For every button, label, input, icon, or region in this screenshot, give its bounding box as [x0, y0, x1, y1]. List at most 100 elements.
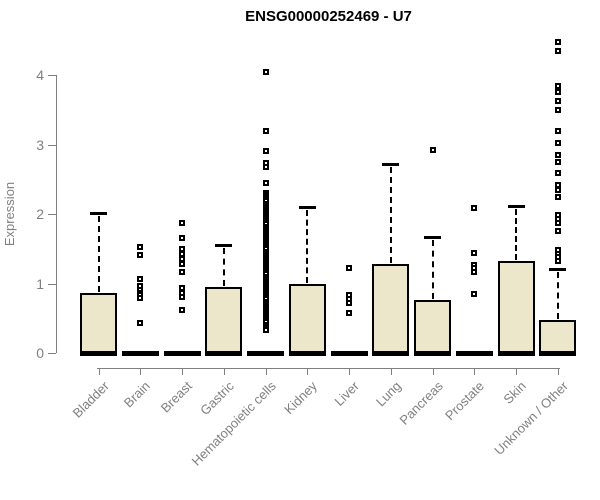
median-line	[539, 351, 577, 356]
outlier-point	[554, 38, 561, 45]
outlier-point	[554, 89, 561, 96]
y-tick-label: 3	[36, 136, 44, 153]
outlier-point	[346, 264, 353, 271]
outlier-point	[471, 268, 478, 275]
outlier-point	[554, 186, 561, 193]
median-line	[163, 351, 201, 356]
median-line	[288, 351, 326, 356]
outlier-point	[137, 243, 144, 250]
outlier-point	[554, 106, 561, 113]
outlier-point	[471, 205, 478, 212]
median-line	[330, 351, 368, 356]
y-tick-label: 4	[36, 67, 44, 83]
whisker	[515, 208, 518, 261]
median-line	[121, 351, 159, 356]
median-line	[80, 351, 117, 356]
x-tick	[474, 368, 476, 375]
box	[372, 264, 410, 355]
median-line	[497, 351, 535, 356]
x-tick	[140, 368, 142, 375]
outlier-point	[346, 299, 353, 306]
outlier-point	[179, 220, 186, 227]
x-tick	[265, 368, 267, 375]
box	[414, 300, 452, 355]
box	[205, 286, 243, 355]
y-tick	[48, 283, 56, 285]
x-tick	[223, 368, 225, 375]
median-line	[414, 351, 452, 356]
whisker-cap	[424, 235, 442, 239]
outlier-point	[346, 310, 353, 317]
outlier-point	[554, 48, 561, 55]
outlier-point	[137, 276, 144, 283]
outlier-point	[554, 220, 561, 227]
x-tick	[98, 368, 100, 375]
outlier-point	[137, 320, 144, 327]
median-line	[372, 351, 410, 356]
outlier-point	[554, 228, 561, 235]
outlier-point	[179, 268, 186, 275]
whisker	[222, 248, 225, 286]
outlier-point	[262, 180, 269, 187]
x-tick	[390, 368, 392, 375]
y-tick-label: 0	[36, 345, 44, 361]
outlier-point	[262, 147, 269, 154]
outlier-point	[471, 249, 478, 256]
median-line	[455, 351, 493, 356]
whisker-cap	[549, 267, 567, 271]
whisker	[389, 166, 392, 264]
y-tick-label: 2	[36, 206, 44, 222]
y-tick	[48, 353, 56, 354]
y-axis-line	[56, 75, 57, 353]
y-tick	[48, 144, 56, 146]
x-tick	[349, 368, 351, 375]
outlier-point	[137, 295, 144, 302]
outlier-point	[262, 128, 269, 135]
y-tick-label: 1	[36, 275, 44, 292]
whisker-cap	[382, 162, 400, 166]
outlier-point	[554, 257, 561, 264]
outlier-point	[554, 151, 561, 158]
outlier-point	[179, 306, 186, 313]
x-axis-line	[97, 368, 560, 369]
outlier-point	[554, 193, 561, 200]
x-tick	[307, 368, 309, 375]
whisker	[97, 215, 100, 293]
outlier-point	[554, 98, 561, 105]
x-tick	[557, 368, 559, 375]
outlier-point	[554, 158, 561, 165]
x-tick	[182, 368, 184, 375]
chart-title: ENSG00000252469 - U7	[245, 8, 412, 25]
y-tick	[48, 75, 56, 76]
outlier-point	[179, 235, 186, 242]
outlier-point	[554, 140, 561, 147]
outlier-point	[554, 83, 561, 90]
median-line	[205, 351, 243, 356]
median-line	[247, 351, 285, 356]
whisker-cap	[90, 211, 107, 215]
box	[288, 284, 326, 355]
y-tick	[48, 214, 56, 215]
whisker	[306, 210, 309, 284]
box	[539, 320, 577, 355]
outlier-point	[179, 294, 186, 301]
whisker-cap	[298, 206, 316, 210]
outlier-point	[262, 327, 269, 334]
whisker	[431, 239, 434, 300]
outlier-point	[471, 290, 478, 297]
x-tick	[516, 368, 518, 375]
outlier-point	[179, 261, 186, 268]
outlier-point	[262, 164, 269, 171]
outlier-point	[554, 169, 561, 176]
outlier-point	[429, 147, 436, 154]
whisker-cap	[215, 244, 233, 248]
outlier-point	[554, 127, 561, 134]
whisker-cap	[507, 204, 525, 208]
box	[497, 261, 535, 355]
whisker	[556, 271, 559, 320]
box	[80, 293, 117, 355]
outlier-point	[137, 252, 144, 258]
x-tick	[432, 368, 434, 375]
outlier-point	[262, 69, 269, 76]
